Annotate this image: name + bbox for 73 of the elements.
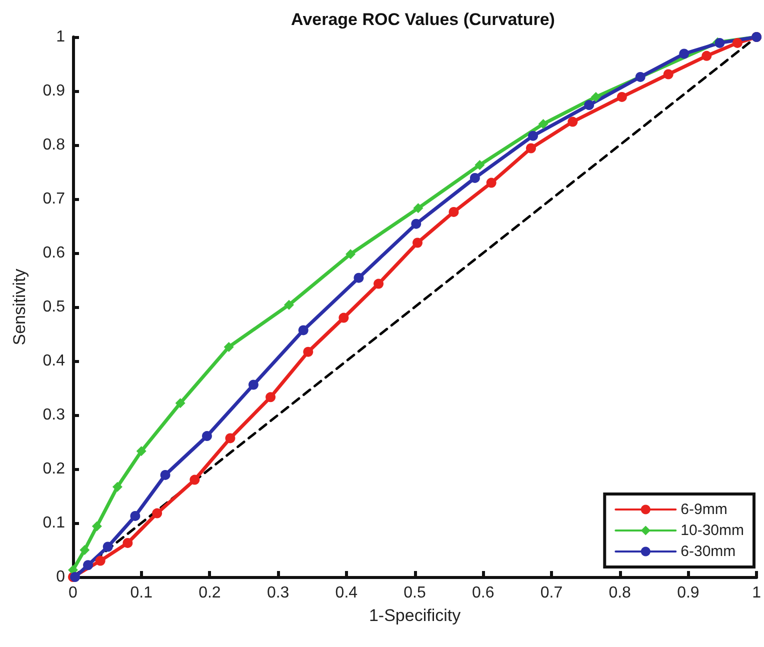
point xyxy=(732,38,742,48)
point xyxy=(80,545,90,555)
y-tick-label: 0.2 xyxy=(42,460,66,478)
point xyxy=(303,346,314,357)
point xyxy=(702,50,712,61)
x-tick-label: 0.5 xyxy=(404,584,426,602)
point xyxy=(112,482,122,492)
x-tick-label: 1 xyxy=(752,584,762,602)
point xyxy=(526,143,536,154)
point xyxy=(70,572,80,582)
point xyxy=(413,203,424,214)
y-tick-label: 0.7 xyxy=(42,190,66,208)
point xyxy=(374,278,384,289)
point xyxy=(354,272,364,283)
y-tick-label: 1 xyxy=(56,28,66,46)
point xyxy=(136,446,146,456)
point xyxy=(538,118,548,129)
x-tick-label: 0.7 xyxy=(540,584,563,602)
point xyxy=(411,218,422,229)
x-tick-label: 0.6 xyxy=(472,584,494,602)
y-axis-title: Sensitivity xyxy=(10,268,29,346)
point xyxy=(122,538,133,548)
x-tick-label: 0.8 xyxy=(608,584,632,602)
point xyxy=(584,100,594,110)
point xyxy=(528,130,538,141)
point xyxy=(663,69,674,80)
point xyxy=(298,325,308,336)
point xyxy=(346,249,356,260)
y-tick-label: 0.4 xyxy=(42,352,66,370)
x-tick-label: 0.4 xyxy=(335,584,358,602)
point xyxy=(102,542,113,552)
point xyxy=(160,470,170,480)
point xyxy=(83,560,94,570)
y-tick-label: 0.9 xyxy=(42,82,66,100)
point xyxy=(225,433,236,444)
point xyxy=(175,398,186,408)
point xyxy=(284,300,294,310)
point xyxy=(470,172,480,183)
point xyxy=(590,92,601,102)
x-axis-title: 1-Specificity xyxy=(368,606,462,625)
point xyxy=(486,178,496,188)
y-tick-label: 0.1 xyxy=(42,514,66,532)
y-tick-label: 0.3 xyxy=(42,406,66,424)
point xyxy=(92,521,102,532)
point xyxy=(635,72,646,82)
point xyxy=(568,116,578,127)
point xyxy=(130,510,140,521)
point xyxy=(248,380,258,390)
point xyxy=(338,312,349,323)
point xyxy=(266,392,276,402)
legend-label: 6-30mm xyxy=(680,543,736,560)
legend-label: 10-30mm xyxy=(680,522,744,539)
point xyxy=(448,206,459,217)
x-tick-label: 0.1 xyxy=(130,584,153,602)
point xyxy=(95,556,106,566)
point xyxy=(202,431,212,442)
x-tick-label: 0 xyxy=(68,584,78,602)
x-tick-label: 0.3 xyxy=(266,584,290,602)
y-tick-label: 0.6 xyxy=(42,244,66,262)
point xyxy=(616,92,627,102)
point xyxy=(152,508,162,518)
point xyxy=(224,342,234,352)
point xyxy=(474,160,485,170)
legend-label: 6-9mm xyxy=(680,501,728,518)
point xyxy=(190,474,200,485)
x-tick-label: 0.9 xyxy=(677,584,700,602)
x-tick-label: 0.2 xyxy=(198,584,221,602)
chart-title: Average ROC Values (Curvature) xyxy=(291,10,555,29)
point xyxy=(679,48,690,59)
y-tick-label: 0.5 xyxy=(42,298,66,316)
point xyxy=(412,238,423,248)
y-tick-label: 0 xyxy=(56,568,66,586)
y-tick-label: 0.8 xyxy=(42,136,66,154)
